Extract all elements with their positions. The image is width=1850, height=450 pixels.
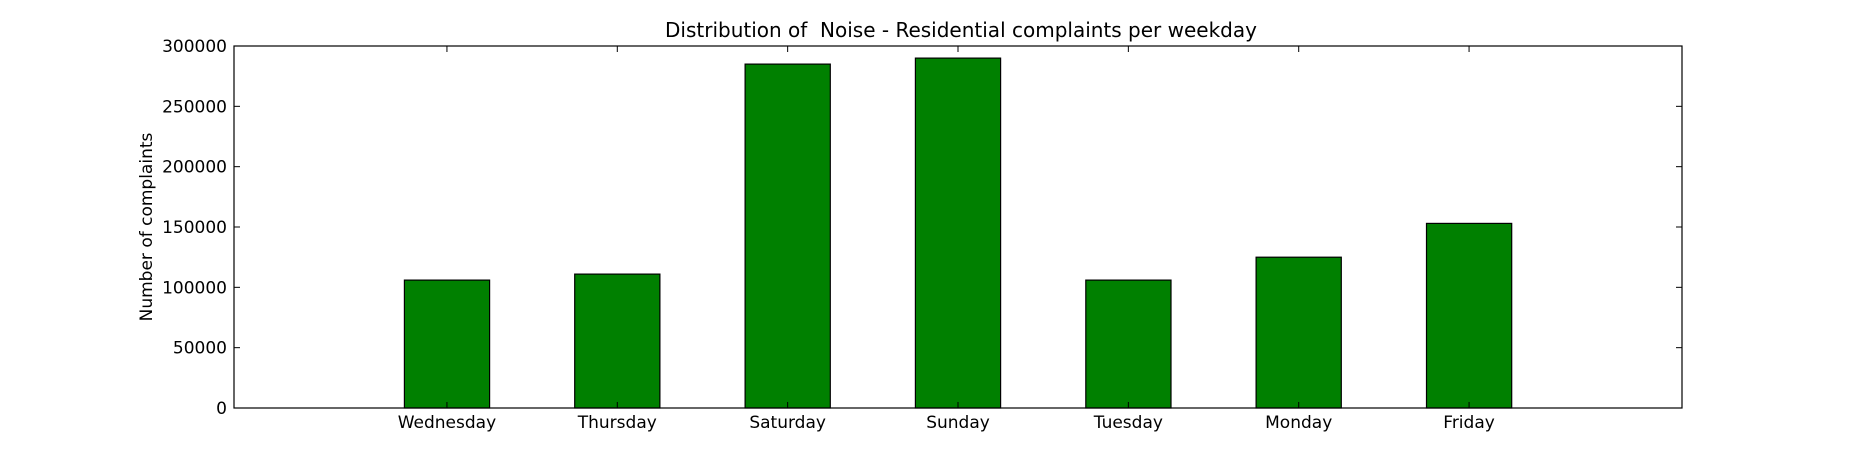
y-tick-label: 100000 [162,278,227,298]
bar-friday [1425,222,1513,409]
x-tick-label: Sunday [926,413,990,433]
chart-title: Distribution of Noise - Residential comp… [665,18,1257,42]
x-tick-label: Friday [1443,413,1495,433]
x-tick-label: Wednesday [398,413,496,433]
y-axis-label: Number of complaints [137,132,157,321]
plot-area-frame [233,45,1683,409]
y-tick-label: 250000 [162,97,227,117]
y-tick-label: 200000 [162,158,227,178]
bar-wednesday [403,279,491,409]
bar-saturday [744,63,831,409]
x-tick-label: Saturday [749,413,826,433]
bar-tuesday [1085,279,1172,409]
bar-thursday [574,273,661,409]
bar-sunday [914,57,1002,409]
x-tick-label: Thursday [577,413,657,433]
y-tick-label: 300000 [162,37,227,57]
y-tick-label: 50000 [173,339,227,359]
y-tick-label: 0 [216,399,227,419]
ticks-layer: Wednesday Thursday Saturday Sunday Tuesday Mo… [162,37,1682,433]
bar-monday [1255,256,1342,409]
y-tick-label: 150000 [162,218,227,238]
x-tick-label: Monday [1265,413,1332,433]
bars-layer [403,57,1513,409]
x-tick-label: Tuesday [1093,413,1163,433]
